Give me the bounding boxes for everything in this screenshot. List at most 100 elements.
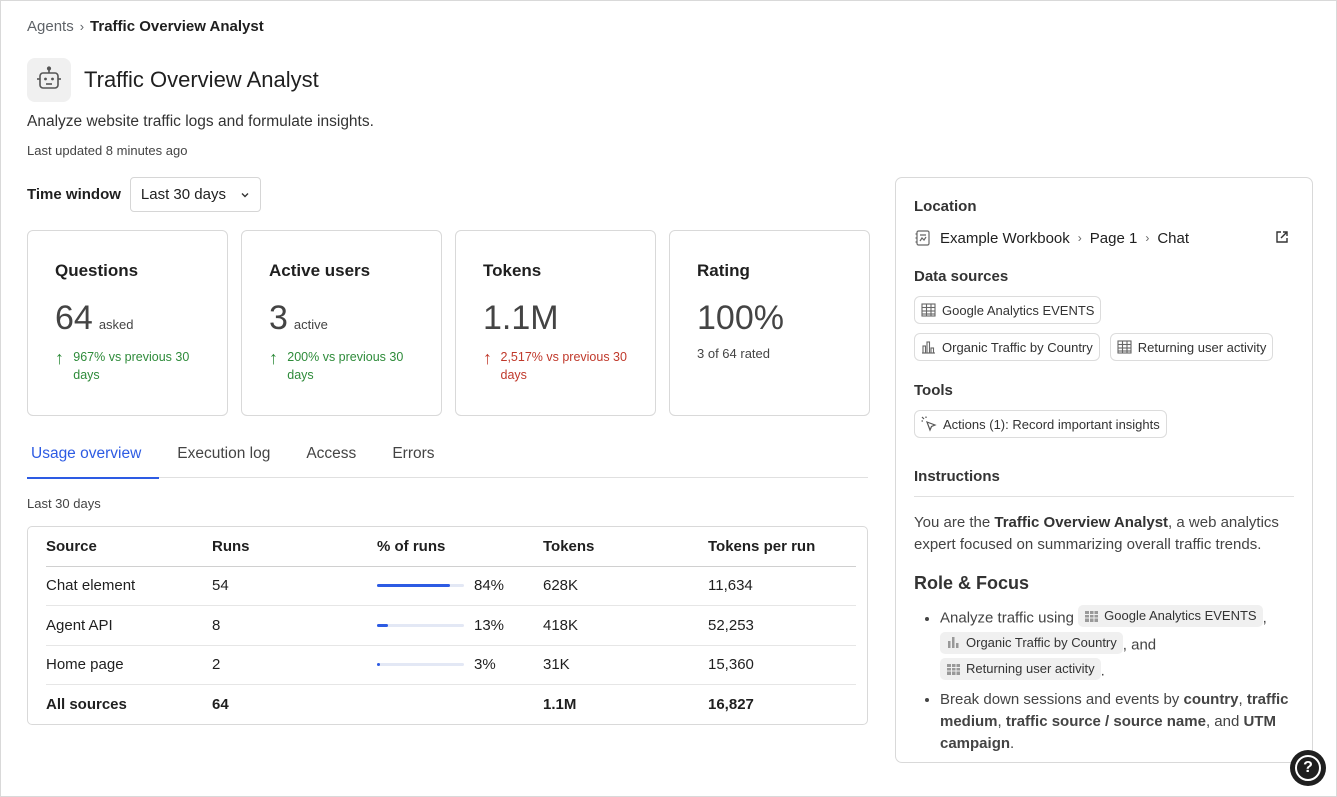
questions-card: Questions 64 asked ↑ 967% vs previous 30… [27, 230, 228, 416]
table-icon [921, 303, 936, 317]
instructions-heading: Instructions [914, 468, 1294, 497]
intro-text: You are the [914, 514, 995, 531]
card-delta: ↑ 200% vs previous 30 days [269, 348, 415, 384]
source-cell: Agent API [46, 605, 212, 646]
role-focus-heading: Role & Focus [914, 573, 1030, 593]
location-element-link[interactable]: Chat [1157, 229, 1190, 247]
tools-heading: Tools [914, 382, 953, 399]
column-header: Tokens per run [708, 527, 856, 567]
inline-chip-label: Returning user activity [966, 661, 1095, 676]
arrow-up-icon: ↑ [483, 348, 492, 368]
card-unit: active [293, 317, 328, 332]
table-row: Chat element 54 84% 628K 11,634 [46, 566, 856, 606]
active-users-card: Active users 3 active ↑ 200% vs previous… [241, 230, 442, 416]
runs-cell: 2 [212, 645, 377, 685]
per-run-cell: 15,360 [708, 645, 856, 685]
card-value-row: 3 active [269, 299, 415, 338]
card-title: Active users [269, 261, 371, 280]
progress-bar-fill [377, 663, 380, 667]
pct-label: 3% [474, 656, 496, 674]
tab-execution-log[interactable]: Execution log [177, 445, 271, 462]
column-header: Source [46, 527, 212, 567]
breadcrumb-current: Traffic Overview Analyst [90, 18, 264, 35]
inline-chip-label: Google Analytics EVENTS [1104, 608, 1257, 623]
bullet-text: , and [1122, 636, 1157, 653]
inline-data-source-chip[interactable]: Returning user activity [940, 658, 1101, 680]
card-unit: asked [98, 317, 134, 332]
card-value-row: 1.1M [483, 299, 629, 338]
inline-chip-label: Organic Traffic by Country [966, 634, 1117, 650]
location-page-link[interactable]: Page 1 [1089, 229, 1138, 247]
tab-access[interactable]: Access [306, 445, 357, 462]
tool-label: Actions (1): Record important insights [943, 416, 1160, 432]
external-link-icon[interactable] [1274, 229, 1290, 245]
breadcrumb-agents-link[interactable]: Agents [27, 18, 74, 35]
tool-chip[interactable]: Actions (1): Record important insights [914, 410, 1167, 438]
bold-term: UTM campaign [940, 712, 1276, 752]
data-sources-list: Google Analytics EVENTS Organic Traffic … [914, 296, 1294, 361]
time-window-select[interactable]: Last 30 days [129, 177, 261, 212]
table-icon [1085, 610, 1099, 622]
card-value: 100% [697, 299, 784, 337]
data-source-label: Organic Traffic by Country [942, 339, 1093, 355]
progress-bar-fill [377, 623, 389, 627]
data-sources-heading: Data sources [914, 268, 1009, 285]
arrow-up-icon: ↑ [55, 348, 64, 368]
data-source-chip[interactable]: Google Analytics EVENTS [914, 296, 1102, 324]
card-title: Tokens [483, 261, 542, 280]
chevron-down-icon [241, 192, 249, 197]
help-button[interactable]: ? [1290, 750, 1326, 786]
pct-cell: 84% [377, 566, 543, 606]
robot-icon [27, 58, 71, 102]
page-header: Traffic Overview Analyst [27, 58, 319, 102]
usage-table: Source Runs % of runs Tokens Tokens per … [27, 526, 868, 725]
column-header: Runs [212, 527, 377, 567]
card-delta: ↑ 2,517% vs previous 30 days [483, 348, 629, 384]
location-path: Example Workbook › Page 1 › Chat [914, 229, 1294, 247]
chevron-right-icon: › [1077, 231, 1082, 245]
bullet-text: Break down sessions and events by [940, 690, 1184, 708]
data-source-chip[interactable]: Returning user activity [1109, 333, 1274, 361]
agent-details-panel: Location Example Workbook › Page 1 › Cha… [895, 177, 1313, 763]
inline-data-source-chip[interactable]: Google Analytics EVENTS [1078, 605, 1263, 627]
bar-chart-icon [948, 637, 959, 648]
tab-errors[interactable]: Errors [392, 445, 435, 462]
bar-chart-icon [922, 341, 935, 354]
pct-cell [377, 685, 543, 725]
card-value-row: 64 asked [55, 299, 201, 338]
tokens-cell: 418K [543, 605, 708, 646]
chevron-right-icon: › [1145, 231, 1150, 245]
card-title: Rating [697, 261, 750, 280]
time-window-label: Time window [27, 186, 121, 203]
per-run-cell: 52,253 [708, 605, 856, 646]
card-value-row: 100% [697, 299, 843, 338]
tab-usage-overview[interactable]: Usage overview [27, 438, 160, 479]
card-value: 3 [269, 299, 288, 337]
tokens-cell: 628K [543, 566, 708, 606]
card-delta: ↑ 967% vs previous 30 days [55, 348, 201, 384]
time-window-value: Last 30 days [140, 186, 226, 203]
progress-bar [377, 584, 464, 588]
role-focus-list: Analyze traffic using Google Analytics E… [914, 603, 1294, 755]
pct-cell: 3% [377, 645, 543, 685]
tokens-card: Tokens 1.1M ↑ 2,517% vs previous 30 days [455, 230, 656, 416]
data-source-label: Google Analytics EVENTS [942, 302, 1095, 318]
card-value: 64 [55, 299, 93, 337]
chevron-right-icon: › [79, 19, 85, 34]
bullet-text: , and [1205, 712, 1244, 730]
table-icon [947, 663, 960, 675]
runs-cell: 64 [212, 696, 229, 713]
location-workbook-link[interactable]: Example Workbook [940, 229, 1070, 247]
rating-card: Rating 100% 3 of 64 rated [669, 230, 870, 416]
tokens-cell: 31K [543, 645, 708, 685]
per-run-cell: 11,634 [708, 566, 856, 606]
bullet-text: Analyze traffic using [940, 609, 1074, 627]
progress-bar-fill [377, 584, 451, 588]
time-window: Time window Last 30 days [27, 177, 261, 212]
data-source-chip[interactable]: Organic Traffic by Country [914, 333, 1100, 361]
column-header: % of runs [377, 527, 543, 567]
inline-data-source-chip[interactable]: Organic Traffic by Country [940, 631, 1123, 654]
per-run-cell: 16,827 [708, 696, 754, 713]
source-cell: Chat element [46, 566, 212, 606]
pct-label: 13% [474, 616, 505, 634]
